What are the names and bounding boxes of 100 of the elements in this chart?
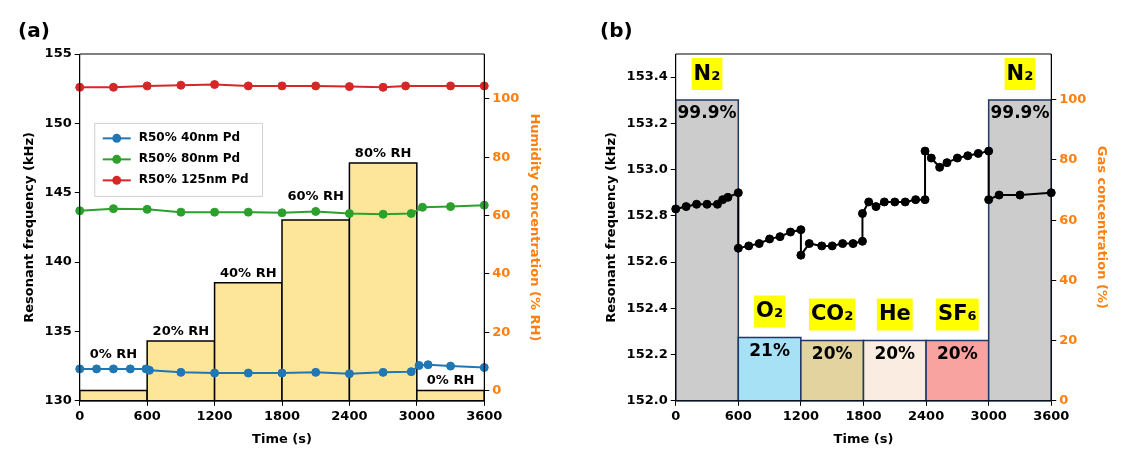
y-axis-title: Resonant frequency (kHz) <box>21 132 37 323</box>
x-tick-label: 1800 <box>263 407 301 423</box>
point <box>864 197 874 207</box>
point <box>702 199 712 209</box>
y-tick-label: 130 <box>44 392 72 408</box>
y2-tick-label: 100 <box>1059 91 1087 107</box>
point <box>857 236 867 246</box>
point <box>423 360 433 370</box>
point <box>243 207 253 217</box>
point <box>75 82 85 92</box>
annotation: CO₂ <box>810 301 854 326</box>
annotation: SF₆ <box>938 301 977 326</box>
chart-title: (b) <box>600 18 633 43</box>
point <box>344 369 354 379</box>
point <box>75 364 85 374</box>
y-tick-label: 152.0 <box>626 392 668 408</box>
point <box>920 146 930 156</box>
point <box>378 82 388 92</box>
point <box>311 81 321 91</box>
x-tick-label: 1800 <box>845 407 882 423</box>
point <box>804 239 814 249</box>
legend-label: R50% 40nm Pd <box>138 130 241 145</box>
data-label: 21% <box>749 339 790 360</box>
chart-title: (a) <box>18 18 50 43</box>
point <box>344 82 354 92</box>
annotation: N₂ <box>1006 60 1034 85</box>
point <box>92 364 102 374</box>
point <box>75 206 85 216</box>
point <box>108 204 118 214</box>
point <box>926 153 936 163</box>
data-label: 20% <box>937 342 978 363</box>
y-tick-label: 152.6 <box>626 253 668 269</box>
point <box>775 232 785 242</box>
x-tick-label: 0 <box>671 407 681 423</box>
point <box>681 202 691 212</box>
data-label: 20% <box>874 342 916 363</box>
point <box>838 239 848 249</box>
y-tick-label: 153.0 <box>626 160 668 176</box>
point <box>911 195 921 205</box>
point <box>942 158 952 168</box>
data-label: 99.9% <box>677 101 737 122</box>
y2-tick-label: 80 <box>492 148 511 164</box>
point <box>754 239 764 249</box>
point <box>210 207 220 217</box>
y2-tick-label: 100 <box>492 90 520 106</box>
annotation: O₂ <box>756 298 784 323</box>
point <box>479 200 489 210</box>
point <box>378 367 388 377</box>
x-tick-label: 2400 <box>331 407 368 423</box>
annotation: 0% RH <box>89 345 138 361</box>
point <box>1015 190 1025 200</box>
x-tick-label: 3000 <box>970 407 1007 423</box>
y-tick-label: 135 <box>44 322 72 338</box>
point <box>142 81 152 91</box>
y-tick-label: 152.8 <box>626 207 668 223</box>
point <box>243 368 253 378</box>
point <box>900 197 910 207</box>
point <box>277 81 287 91</box>
point <box>785 227 795 237</box>
y2-tick-label: 20 <box>1059 331 1078 347</box>
point <box>963 151 973 161</box>
point <box>406 209 416 219</box>
point <box>311 367 321 377</box>
point <box>210 80 220 90</box>
point <box>210 368 220 378</box>
point <box>414 360 424 370</box>
y-tick-label: 140 <box>44 253 72 269</box>
point <box>142 204 152 214</box>
point <box>108 364 118 374</box>
point <box>406 367 416 377</box>
point <box>417 202 427 212</box>
annotation: 20% RH <box>152 322 210 338</box>
point <box>994 190 1004 200</box>
y-tick-label: 145 <box>44 184 72 200</box>
x-tick-label: 1200 <box>196 407 233 423</box>
point <box>871 202 881 212</box>
point <box>176 367 186 377</box>
point <box>479 81 489 91</box>
point <box>796 250 806 260</box>
point <box>125 364 135 374</box>
point <box>176 207 186 217</box>
y-tick-label: 153.2 <box>626 114 668 130</box>
point <box>446 361 456 371</box>
point <box>733 243 743 253</box>
y-tick-label: 150 <box>44 114 72 130</box>
x-tick-label: 0 <box>75 407 85 423</box>
legend-label: R50% 125nm Pd <box>138 172 249 187</box>
x-tick-label: 600 <box>133 407 161 423</box>
y-tick-label: 155 <box>44 45 72 61</box>
x-tick-label: 1200 <box>782 407 819 423</box>
annotation: N₂ <box>693 60 721 85</box>
point <box>108 82 118 92</box>
y2-tick-label: 60 <box>1059 211 1078 227</box>
point <box>723 192 733 202</box>
point <box>311 206 321 216</box>
annotation: He <box>878 301 911 326</box>
point <box>973 148 983 158</box>
legend-label: R50% 80nm Pd <box>138 151 241 166</box>
point <box>827 241 837 251</box>
point <box>817 241 827 251</box>
